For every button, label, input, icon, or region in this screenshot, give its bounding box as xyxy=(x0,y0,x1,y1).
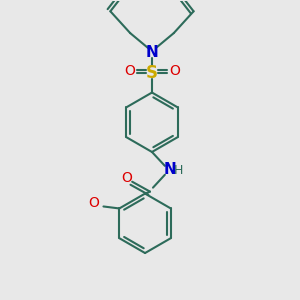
Text: O: O xyxy=(88,196,99,209)
Text: N: N xyxy=(164,162,176,177)
Text: O: O xyxy=(169,64,180,78)
Text: O: O xyxy=(124,64,135,78)
Text: O: O xyxy=(121,171,132,185)
Text: N: N xyxy=(146,45,158,60)
Text: S: S xyxy=(146,64,158,82)
Text: H: H xyxy=(174,164,183,177)
